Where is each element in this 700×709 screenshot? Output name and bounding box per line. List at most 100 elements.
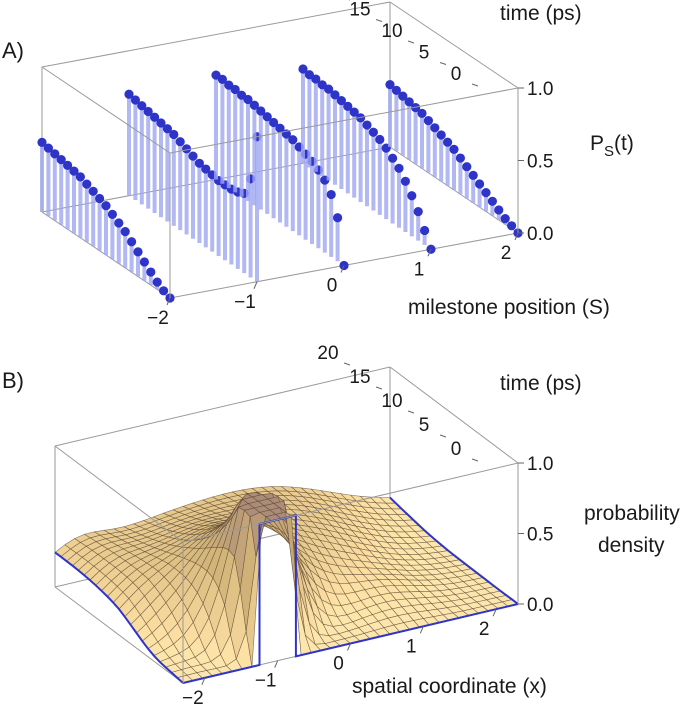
stem-marker <box>114 218 124 228</box>
stem-marker <box>107 209 117 219</box>
stem-marker <box>407 191 417 201</box>
stem-marker <box>101 201 111 211</box>
stem-marker <box>455 153 465 163</box>
stem-marker <box>398 91 408 101</box>
surface-edge-right <box>389 496 519 605</box>
stem-marker <box>394 163 404 173</box>
stem-marker <box>182 144 192 154</box>
stem-marker <box>230 84 240 95</box>
panel-b-time-tick-label: 0 <box>451 439 462 460</box>
box-edge-front <box>54 445 184 543</box>
panel-a-x-label: milestone position (S) <box>408 296 610 319</box>
stem-marker <box>368 127 378 137</box>
panel-a-z-label-sub: S <box>604 143 614 160</box>
panel-a-x-tick-mark <box>166 297 171 306</box>
panel-a-z-tick-label: 1.0 <box>527 79 553 100</box>
panel-b-z-label-1: probability <box>584 502 680 525</box>
stem-marker <box>349 107 359 117</box>
panel-a-x-tick-label: 0 <box>327 276 338 297</box>
stem-marker <box>443 137 453 147</box>
stem-marker <box>124 89 134 99</box>
panel-a-time-tick-label: 15 <box>349 0 370 21</box>
stem-marker <box>462 162 472 172</box>
panel-a-time-tick-mark <box>471 83 479 87</box>
stem-marker <box>324 84 334 94</box>
stem-marker <box>201 164 211 174</box>
stem-marker <box>391 85 401 95</box>
stem-marker <box>150 112 160 122</box>
stem-marker <box>146 267 156 277</box>
panel-a-label: A) <box>2 38 24 63</box>
panel-b-x-tick-mark <box>492 608 497 617</box>
stem-marker <box>507 221 517 231</box>
panel-a-x-tick-mark <box>514 232 519 241</box>
stem-marker <box>475 179 485 189</box>
stem-marker <box>56 155 66 165</box>
panel-b-time-tick-mark <box>375 386 383 390</box>
stem-marker <box>400 176 410 186</box>
stem-marker <box>333 213 343 223</box>
panel-b-time-label: time (ps) <box>500 372 582 395</box>
panel-a-time-tick-label: 0 <box>451 64 462 85</box>
stem-marker <box>75 172 85 182</box>
stem-marker <box>217 74 227 84</box>
panel-a-time-tick-label: 5 <box>419 43 430 64</box>
stem-marker <box>130 95 140 105</box>
panel-b-z-tick-label: 0.5 <box>527 525 553 546</box>
panel-b-time-tick-label: 10 <box>381 391 402 412</box>
stem-marker <box>481 188 491 198</box>
stem-marker <box>388 153 398 163</box>
panel-b-z-tick-label: 0.0 <box>527 595 553 616</box>
stem-marker <box>411 103 421 113</box>
stem-marker <box>43 143 54 153</box>
stem-marker <box>162 124 172 134</box>
panel-a-z-label-suffix: (t) <box>614 132 634 155</box>
stem-marker <box>298 64 308 74</box>
stem-marker <box>175 137 185 147</box>
panel-b-x-tick-mark <box>347 643 351 651</box>
stem-marker <box>430 123 440 133</box>
panel-a-x-tick-mark <box>253 281 258 289</box>
stem-marker <box>330 90 340 100</box>
stem-marker <box>50 149 60 159</box>
stem-marker <box>375 134 385 145</box>
stem-marker <box>139 257 149 267</box>
panel-a-time-tick-mark <box>407 40 415 44</box>
stem-marker <box>362 120 372 130</box>
stem-marker <box>249 100 259 110</box>
box-edge-front <box>389 1 519 89</box>
panel-b-surface <box>54 486 519 684</box>
panel-b-x-tick-label: −1 <box>255 671 277 692</box>
stem-marker <box>326 189 336 200</box>
stem-marker <box>120 227 130 237</box>
stem-marker <box>63 160 73 170</box>
box-edge-front <box>169 87 519 154</box>
stem-marker <box>137 101 147 111</box>
panel-a-x-tick-mark <box>340 265 345 273</box>
box-edge-back <box>41 1 391 68</box>
panel-b-time-tick-mark <box>407 410 415 414</box>
box-edge-back <box>54 366 391 447</box>
panel-b-time-tick-mark <box>471 458 479 462</box>
stem-marker <box>188 151 198 161</box>
stem-marker <box>169 129 179 140</box>
stem-marker <box>88 186 98 196</box>
panel-b-x-tick-mark <box>419 626 424 634</box>
stem-marker <box>143 106 153 117</box>
surface-edge-left <box>54 551 184 684</box>
stem-marker <box>69 166 79 176</box>
stem-marker <box>82 179 92 189</box>
box-edge-front <box>182 462 519 543</box>
box-edge-front <box>41 66 171 154</box>
panel-a-time-tick-mark <box>375 19 383 22</box>
stem-marker <box>311 74 321 84</box>
panel-a-x-tick-label: 2 <box>501 243 512 264</box>
stem-marker <box>487 196 497 206</box>
stem-marker <box>133 247 143 257</box>
stem-marker <box>417 108 427 118</box>
stem-marker <box>500 214 510 224</box>
panel-a-x-tick-mark <box>427 249 432 257</box>
